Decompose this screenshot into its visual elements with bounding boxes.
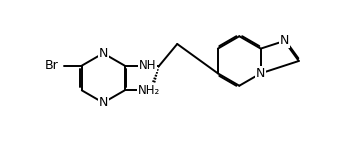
- Text: N: N: [98, 47, 108, 60]
- Text: NH₂: NH₂: [138, 84, 160, 97]
- Text: N: N: [98, 96, 108, 109]
- Text: Br: Br: [44, 59, 58, 72]
- Text: N: N: [280, 34, 289, 47]
- Text: N: N: [256, 67, 265, 80]
- Text: NH: NH: [139, 58, 156, 71]
